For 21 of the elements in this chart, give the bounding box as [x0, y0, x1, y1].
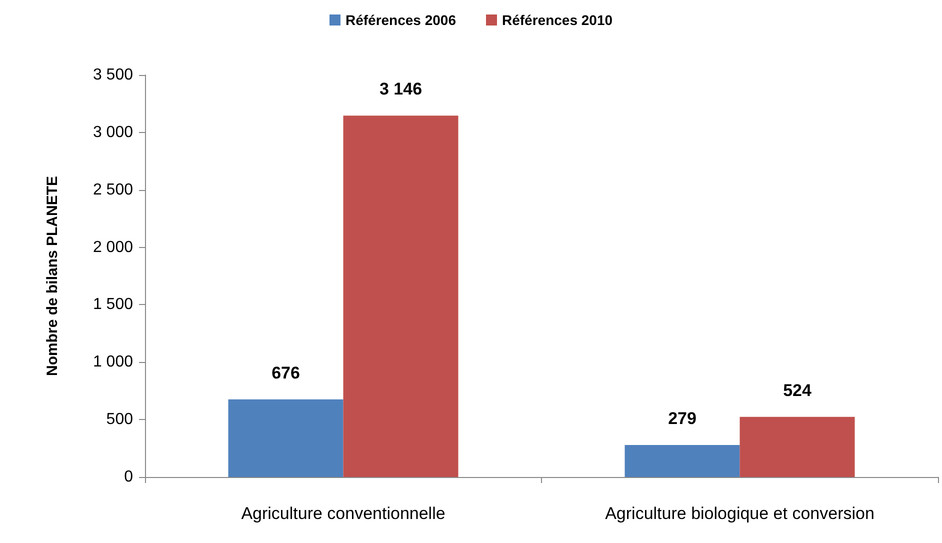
legend-label: Références 2006	[345, 12, 456, 28]
y-tick-label: 500	[106, 411, 134, 428]
data-label: 524	[783, 380, 812, 400]
data-label: 676	[272, 363, 300, 382]
bar	[343, 116, 458, 477]
x-tick-label: Agriculture biologique et conversion	[605, 504, 874, 523]
y-tick-label: 2 000	[92, 238, 134, 256]
bar	[624, 444, 740, 477]
y-tick-label: 1 000	[92, 354, 134, 371]
x-tick-label: Agriculture conventionnelle	[241, 504, 446, 523]
y-tick-label: 2 500	[92, 181, 134, 198]
y-tick-label: 3 000	[92, 124, 134, 141]
y-axis-title: Nombre de bilans PLANETE	[44, 176, 61, 376]
y-tick-label: 3 500	[92, 66, 134, 84]
y-tick-label: 1 500	[92, 296, 134, 314]
y-tick-label: 0	[124, 468, 134, 486]
data-label: 3 146	[379, 80, 422, 99]
bar	[228, 399, 344, 477]
legend-label: Références 2010	[502, 12, 613, 28]
bar	[740, 416, 855, 477]
data-label: 279	[668, 408, 696, 428]
